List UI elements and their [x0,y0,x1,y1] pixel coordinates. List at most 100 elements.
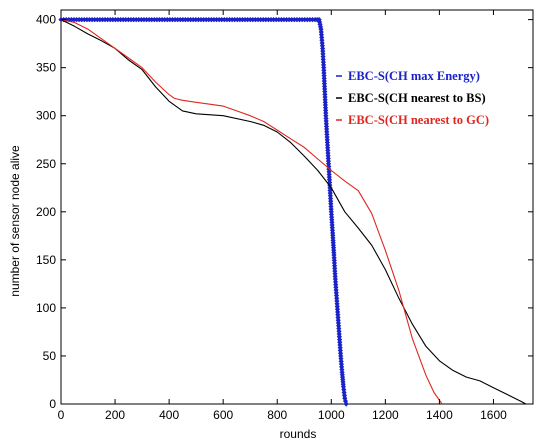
data-point [330,235,336,241]
data-point [342,395,348,401]
y-tick-label: 150 [36,253,56,267]
series-markers-1 [58,17,349,407]
data-point [322,86,328,92]
plot-area [60,9,534,405]
x-axis-label: rounds [280,427,317,441]
data-point [320,51,326,57]
data-point [325,161,332,167]
data-point [331,263,338,269]
legend-label: EBC-S(CH max Energy) [348,69,480,83]
data-point [318,29,324,35]
data-point [317,21,323,28]
data-point [339,366,345,373]
axes-layer: 0 200 400 600 800 1000 1200 1400 1600 0 50 100 150 20… [36,10,533,422]
data-point [316,19,323,25]
data-point [339,369,345,375]
data-point [341,386,347,393]
y-tick-label: 50 [43,349,57,363]
data-point [335,314,341,321]
data-point [319,37,325,43]
data-point [328,203,334,210]
data-point [338,358,344,364]
data-point [323,123,330,129]
data-point [331,260,338,266]
y-tick-label: 300 [36,109,56,123]
x-tick-label: 600 [213,408,233,422]
data-point [320,45,326,52]
data-point [322,89,328,95]
data-point [329,225,335,231]
data-point [318,26,324,32]
y-tick-label: 100 [36,301,56,315]
series-layer [58,17,527,407]
data-point [343,401,349,407]
data-point [336,325,342,332]
data-point [337,339,343,345]
data-point [332,273,338,280]
data-point [334,303,340,310]
axes-frame [60,9,534,405]
data-point [332,271,338,277]
data-point [329,227,336,233]
data-point [334,301,340,307]
data-point [321,70,327,76]
data-point [335,317,341,323]
data-point [324,134,330,140]
y-tick-label: 400 [36,13,56,27]
data-point [336,323,342,329]
x-tick-label: 1000 [318,408,345,422]
x-tick-label: 1400 [426,408,453,422]
x-tick-label: 200 [105,408,125,422]
data-point [340,384,347,390]
y-axis-label: number of sensor node alive [8,145,22,297]
y-tick-label: 200 [36,205,56,219]
data-point [332,265,338,271]
data-point [321,75,327,81]
data-point [326,177,333,183]
data-point [321,83,328,89]
data-point [333,292,340,299]
x-tick-label: 1600 [480,408,507,422]
x-tick-label: 0 [58,408,65,422]
data-point [337,342,343,348]
data-point [320,62,327,68]
data-point [332,276,338,282]
data-point [322,91,328,97]
x-tick-label: 1200 [372,408,399,422]
data-point [340,379,346,385]
data-point [337,347,343,354]
y-tick-label: 250 [36,157,56,171]
data-point [326,174,332,180]
series-line-2 [60,19,527,405]
data-point [330,237,336,243]
series-line-3 [60,19,443,405]
legend: EBC-S(CH max Energy) EBC-S(CH nearest to … [336,69,489,127]
data-point [331,247,337,253]
data-point [324,137,330,143]
data-point [328,201,334,207]
data-point [331,257,337,263]
data-point [322,105,329,111]
data-point [341,389,347,396]
data-point [321,73,327,79]
data-point [341,392,348,398]
x-tick-label: 400 [159,408,179,422]
data-point [327,190,333,196]
y-tick-label: 350 [36,61,56,75]
data-point [321,67,327,73]
data-point [334,295,340,301]
data-point [319,43,326,49]
data-point [323,107,329,113]
x-tick-label: 800 [267,408,287,422]
data-point [325,150,331,156]
data-point [329,214,335,220]
legend-label: EBC-S(CH nearest to BS) [348,91,486,105]
data-point [323,121,329,127]
y-tick-label: 0 [49,397,56,411]
data-point [330,245,337,251]
data-point [331,252,337,258]
data-point [320,56,326,63]
data-point [325,147,331,154]
data-point [327,187,333,194]
